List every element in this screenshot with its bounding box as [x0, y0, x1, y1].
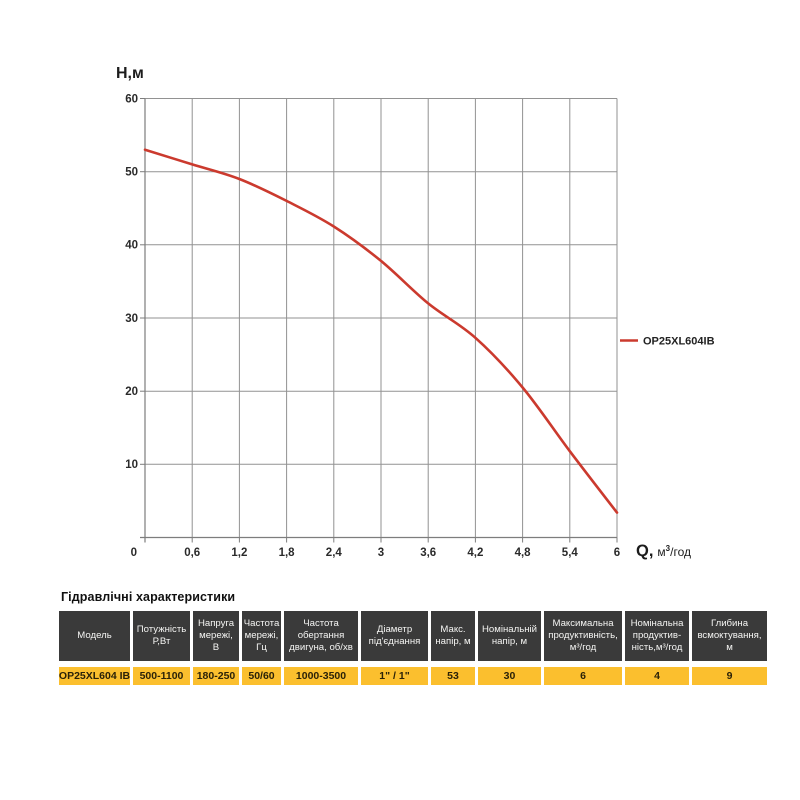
table-header-cell: Модель — [59, 611, 130, 661]
x-tick-label: 6 — [614, 547, 620, 559]
x-tick-label: 0,6 — [184, 547, 200, 559]
table-header-cell: Номінальна продуктив- ність,м³/год — [625, 611, 689, 661]
table-value-cell: 30 — [478, 667, 541, 685]
table-value-cell: 6 — [544, 667, 622, 685]
y-tick-label: 40 — [125, 240, 138, 252]
chart-svg: 10 20 30 40 50 60 0 0,6 1,2 1,8 2,4 3 3,6 4,2 4,8 5,4 6 Н… — [116, 65, 715, 560]
table-header-cell: Номінальній напір, м — [478, 611, 541, 661]
y-tick-label: 20 — [125, 386, 138, 398]
legend-label: OP25XL604IB — [643, 336, 715, 348]
table-header-cell: Максимальна продуктивність, м³/год — [544, 611, 622, 661]
table-value-cell: 50/60 — [242, 667, 281, 685]
table-value-cell: 1" / 1" — [361, 667, 428, 685]
x-axis-unit-superscript: 3 — [666, 544, 671, 553]
x-tick-label: 2,4 — [326, 547, 343, 559]
x-axis-unit-denominator: /год — [670, 545, 691, 559]
y-tick-label: 30 — [125, 313, 138, 325]
x-tick-label: 1,2 — [231, 547, 247, 559]
table-header-cell: Макс. напір, м — [431, 611, 475, 661]
pump-curve — [143, 148, 619, 514]
y-axis-title: Н,м — [116, 65, 144, 82]
table-header-cell: Частота мережі, Гц — [242, 611, 281, 661]
x-tick-label: 1,8 — [279, 547, 296, 559]
table-header-cell: Глибина всмоктування, м — [692, 611, 767, 661]
x-axis-title-q: Q, — [636, 542, 653, 560]
x-axis-title: Q, м3/год — [636, 542, 691, 560]
x-tick-label: 5,4 — [562, 547, 579, 559]
table-value-cell: 500-1100 — [133, 667, 190, 685]
table-title: Гідравлічні характеристики — [61, 590, 236, 604]
table-header-cell: Діаметр під'єднання — [361, 611, 428, 661]
table-value-cell: 53 — [431, 667, 475, 685]
table-value-cell: OP25XL604 IB — [59, 667, 130, 685]
x-tick-label: 3,6 — [420, 547, 436, 559]
pump-curve-chart: 10 20 30 40 50 60 0 0,6 1,2 1,8 2,4 3 3,6 4,2 4,8 5,4 6 Н… — [116, 65, 715, 560]
table-header-cell: Частота обертання двигуна, об/хв — [284, 611, 358, 661]
x-tick-label: 3 — [378, 547, 384, 559]
table-value-cell: 180-250 — [193, 667, 239, 685]
table-value-cell: 9 — [692, 667, 767, 685]
table-header-cell: Потужність Р,Вт — [133, 611, 190, 661]
x-axis-unit: м — [657, 545, 665, 559]
x-tick-label: 4,2 — [467, 547, 483, 559]
y-tick-label: 50 — [125, 167, 138, 179]
table-value-cell: 4 — [625, 667, 689, 685]
table-value-cell: 1000-3500 — [284, 667, 358, 685]
table-header-cell: Напруга мережі, В — [193, 611, 239, 661]
spec-table: Модель Потужність Р,Вт Напруга мережі, В Ча… — [59, 611, 767, 685]
x-tick-label: 4,8 — [515, 547, 532, 559]
y-tick-label: 60 — [125, 93, 138, 105]
origin-tick-label: 0 — [131, 547, 137, 559]
y-tick-label: 10 — [125, 459, 138, 471]
